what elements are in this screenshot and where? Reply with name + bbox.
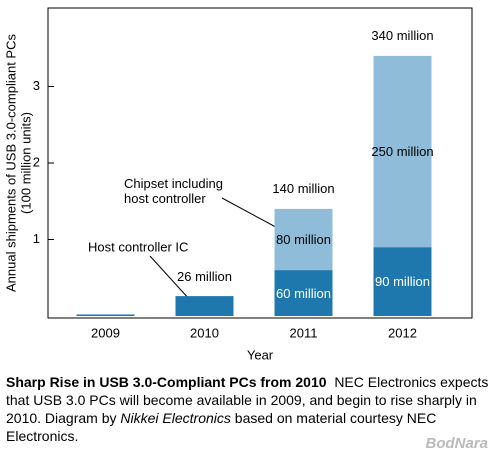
data-label: 60 million bbox=[276, 285, 331, 301]
caption-text: NEC Electronics expects that USB 3.0 PCs… bbox=[6, 374, 489, 426]
bar-segment bbox=[373, 247, 432, 316]
data-label: 250 million bbox=[371, 144, 434, 160]
x-tick-label: 2010 bbox=[190, 325, 219, 340]
data-label: 26 million bbox=[177, 268, 232, 284]
caption-text: based on material courtesy NEC Electroni… bbox=[6, 410, 437, 444]
data-label: 90 million bbox=[375, 274, 430, 290]
callout-box: Chipset including host controller bbox=[124, 176, 224, 206]
y-tick-label: 2 bbox=[33, 154, 40, 169]
y-axis-label: Annual shipments of USB 3.0-compliant PC… bbox=[3, 34, 18, 292]
bar-segment bbox=[274, 208, 333, 271]
data-label: 80 million bbox=[276, 232, 331, 247]
y-axis-unit: (100 million units) bbox=[18, 112, 33, 214]
chart: Year Annual shipments of USB 3.0-complia… bbox=[3, 7, 473, 362]
bar-segment bbox=[175, 296, 234, 316]
callout-label: Host controller IC bbox=[88, 239, 188, 254]
caption-title: Sharp Rise in USB 3.0-Compliant PCs from… bbox=[6, 374, 327, 390]
x-tick-label: 2012 bbox=[388, 325, 417, 340]
caption: Sharp Rise in USB 3.0-Compliant PCs from… bbox=[6, 373, 492, 445]
bar-segment bbox=[76, 314, 135, 316]
y-tick-label: 1 bbox=[33, 231, 40, 246]
callout-line bbox=[149, 255, 191, 301]
x-tick-label: 2009 bbox=[91, 325, 120, 340]
y-tick-label: 3 bbox=[33, 78, 40, 93]
bar-segment bbox=[373, 55, 432, 248]
watermark: BodNara bbox=[425, 435, 488, 452]
bar-segment bbox=[274, 270, 333, 316]
total-label: 140 million bbox=[272, 181, 335, 197]
caption-source: Nikkei Electronics bbox=[120, 410, 231, 426]
total-label: 340 million bbox=[371, 28, 434, 44]
callout-label: Chipset including host controller bbox=[124, 176, 224, 206]
x-tick-label: 2011 bbox=[290, 325, 318, 340]
x-axis-label: Year bbox=[247, 347, 274, 362]
